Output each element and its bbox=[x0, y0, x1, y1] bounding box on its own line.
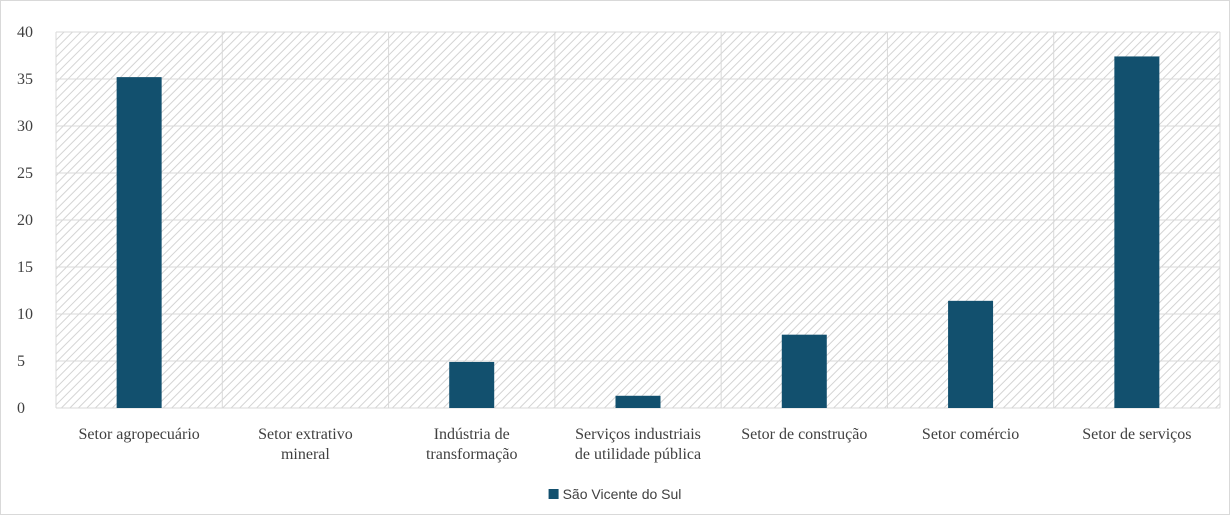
bar bbox=[1114, 56, 1160, 408]
bar bbox=[449, 361, 495, 408]
x-tick-label-line: de utilidade pública bbox=[575, 446, 701, 463]
legend-label: São Vicente do Sul bbox=[563, 486, 682, 502]
x-tick-label-line: Setor extrativo bbox=[258, 426, 353, 443]
x-tick-label-line: Indústria de bbox=[434, 426, 510, 443]
y-tick-label: 25 bbox=[17, 165, 33, 182]
y-tick-label: 0 bbox=[17, 400, 25, 417]
y-tick-label: 10 bbox=[17, 306, 33, 323]
x-tick-label: Setor agropecuário bbox=[79, 426, 200, 443]
x-tick-label-line: Serviços industriais bbox=[575, 426, 701, 443]
x-tick-label: Setor de construção bbox=[741, 426, 867, 443]
legend-swatch bbox=[548, 489, 559, 499]
bar bbox=[948, 300, 994, 408]
x-tick-label-line: transformação bbox=[426, 446, 518, 463]
y-tick-label: 20 bbox=[17, 212, 33, 229]
x-tick-label: Indústria de transformação bbox=[426, 426, 518, 463]
y-tick-label: 5 bbox=[17, 353, 25, 370]
bar bbox=[116, 77, 162, 409]
x-tick-label: Setor de serviços bbox=[1082, 426, 1191, 443]
x-tick-label: Setor extrativo mineral bbox=[258, 426, 353, 463]
x-tick-label-line: Setor agropecuário bbox=[79, 426, 200, 443]
bar bbox=[781, 334, 827, 408]
x-tick-label: Serviços industriais de utilidade pública bbox=[575, 426, 701, 463]
x-tick-label: Setor comércio bbox=[922, 426, 1019, 443]
x-tick-label-line: Setor comércio bbox=[922, 426, 1019, 443]
x-tick-label-line: Setor de construção bbox=[741, 426, 867, 443]
y-tick-label: 40 bbox=[17, 24, 33, 41]
y-tick-label: 35 bbox=[17, 71, 33, 88]
bar bbox=[615, 395, 661, 408]
x-tick-label-line: mineral bbox=[281, 446, 330, 463]
x-tick-label-line: Setor de serviços bbox=[1082, 426, 1191, 443]
y-tick-label: 30 bbox=[17, 118, 33, 135]
y-tick-label: 15 bbox=[17, 259, 33, 276]
